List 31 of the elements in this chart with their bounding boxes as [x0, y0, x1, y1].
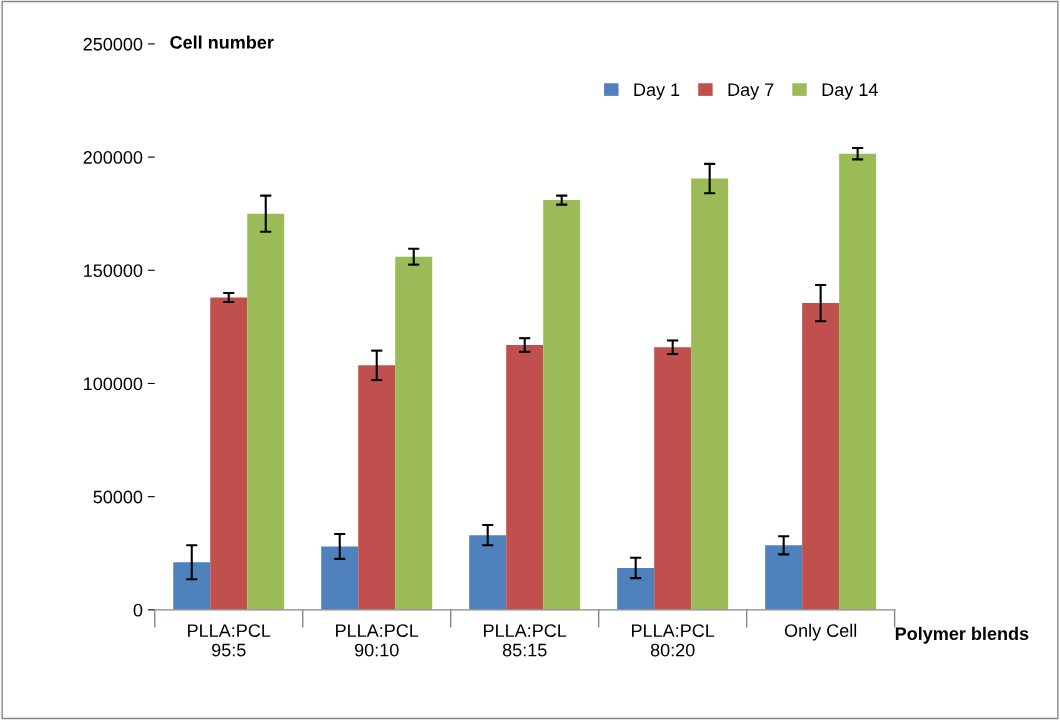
bar	[173, 562, 211, 610]
bar	[802, 303, 840, 610]
y-tick-label: 50000	[93, 490, 143, 504]
y-tick-label: 200000	[83, 151, 143, 164]
y-tick-label: 0	[133, 603, 143, 617]
legend-label: Day 1	[634, 83, 680, 100]
y-axis-title: Cell number	[170, 35, 274, 49]
bar	[321, 546, 359, 610]
bar	[765, 545, 803, 610]
bar	[654, 347, 692, 610]
bar	[210, 297, 248, 610]
legend-label: Day 7	[728, 83, 774, 100]
bar	[839, 153, 877, 610]
bar	[506, 344, 544, 610]
x-tick-label: PLLA:PCL 85:15	[484, 624, 567, 657]
y-tick-label: 100000	[84, 377, 143, 391]
bar	[395, 256, 433, 610]
y-tick-label: 250000	[83, 37, 143, 51]
bar	[247, 213, 285, 610]
legend-label: Day 14	[822, 83, 878, 100]
x-axis-title: Polymer blends	[895, 626, 1029, 644]
bar	[469, 535, 507, 610]
x-tick-label: PLLA:PCL 80:20	[632, 624, 715, 657]
bar	[691, 178, 729, 610]
x-tick-label: PLLA:PCL 95:5	[188, 624, 271, 657]
bar	[358, 365, 396, 610]
x-tick-label: PLLA:PCL 90:10	[336, 624, 419, 657]
y-tick-label: 150000	[84, 264, 143, 278]
bar	[617, 567, 655, 610]
bar	[543, 200, 581, 610]
x-tick-label: Only Cell	[784, 623, 857, 641]
